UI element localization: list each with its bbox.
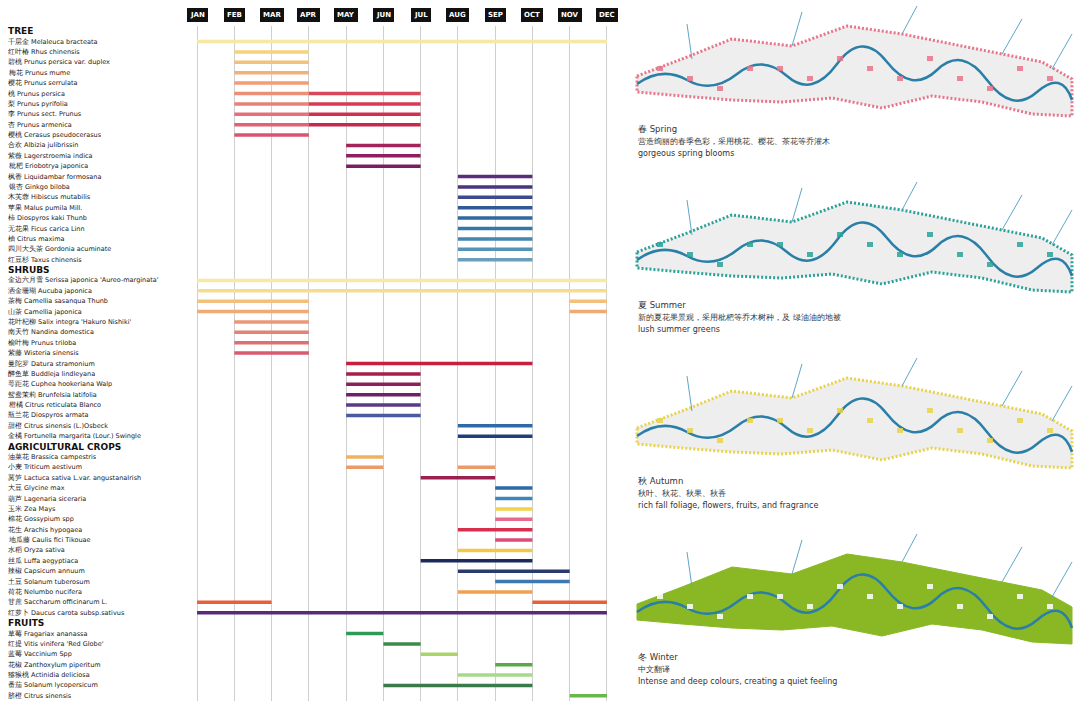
svg-text:银杏 Ginkgo biloba: 银杏 Ginkgo biloba: [8, 183, 70, 191]
svg-text:甘蔗 Saccharum officinarum L.: 甘蔗 Saccharum officinarum L.: [8, 598, 107, 606]
svg-text:JUL: JUL: [414, 11, 428, 19]
svg-text:红萝卜 Daucus carota subsp.sativu: 红萝卜 Daucus carota subsp.sativus: [8, 609, 125, 617]
svg-text:苹果 Malus pumila Mill.: 苹果 Malus pumila Mill.: [8, 204, 82, 212]
svg-text:花生 Arachis hypogaea: 花生 Arachis hypogaea: [8, 526, 82, 534]
svg-text:小麦 Triticum aestivum: 小麦 Triticum aestivum: [8, 463, 82, 471]
svg-text:rich fall foliage, flowers, fr: rich fall foliage, flowers, fruits, and …: [638, 501, 818, 510]
svg-text:土豆 Solanum tuberosum: 土豆 Solanum tuberosum: [8, 578, 90, 586]
svg-text:莴笋 Lactuca sativa L.var. angus: 莴笋 Lactuca sativa L.var. angustanaIrish: [8, 474, 141, 482]
svg-text:紫藤 Wisteria sinensis: 紫藤 Wisteria sinensis: [8, 349, 79, 357]
svg-text:中文翻译: 中文翻译: [638, 665, 670, 674]
svg-text:FRUITS: FRUITS: [8, 618, 44, 628]
svg-text:千层金 Melaleuca bracteata: 千层金 Melaleuca bracteata: [8, 38, 97, 46]
svg-text:木芙蓉 Hibiscus mutabilis: 木芙蓉 Hibiscus mutabilis: [8, 193, 91, 201]
svg-text:MAR: MAR: [263, 11, 281, 19]
svg-text:枇杷 Eriobotrya japonica: 枇杷 Eriobotrya japonica: [8, 162, 88, 170]
svg-text:桃 Prunus persica: 桃 Prunus persica: [8, 90, 65, 98]
svg-text:SHRUBS: SHRUBS: [8, 265, 50, 275]
svg-text:夏 Summer: 夏 Summer: [638, 300, 686, 310]
svg-text:山茶 Camellia japonica: 山茶 Camellia japonica: [8, 308, 82, 316]
svg-text:冬 Winter: 冬 Winter: [638, 652, 678, 662]
svg-text:MAY: MAY: [337, 11, 355, 19]
svg-text:红叶椿 Rhus chinensis: 红叶椿 Rhus chinensis: [8, 48, 80, 56]
svg-text:番茄 Solanum lycopersicum: 番茄 Solanum lycopersicum: [8, 681, 98, 689]
svg-text:花叶杞柳 Salix integra 'Hakuro Nis: 花叶杞柳 Salix integra 'Hakuro Nishiki': [8, 318, 131, 326]
svg-text:玉米 Zea Mays: 玉米 Zea Mays: [8, 505, 56, 513]
svg-text:碧桃 Prunus persica var. duplex: 碧桃 Prunus persica var. duplex: [8, 58, 110, 66]
svg-text:红豆杉 Taxus chinensis: 红豆杉 Taxus chinensis: [8, 256, 82, 264]
svg-text:葫芦 Lagenaria siceraria: 葫芦 Lagenaria siceraria: [8, 495, 86, 503]
svg-text:紫薇 Lagerstroemia indica: 紫薇 Lagerstroemia indica: [8, 152, 93, 160]
svg-text:gorgeous spring blooms: gorgeous spring blooms: [638, 149, 734, 158]
svg-text:榆叶梅 Prunus triloba: 榆叶梅 Prunus triloba: [8, 339, 76, 347]
svg-text:新的夏花果景观，采用枇杷等乔木树种，及 绿油油的地被: 新的夏花果景观，采用枇杷等乔木树种，及 绿油油的地被: [638, 313, 841, 322]
svg-text:合欢 Albizia julibrissin: 合欢 Albizia julibrissin: [8, 141, 78, 149]
svg-text:金边六月雪 Serissa japonica 'Aureo-: 金边六月雪 Serissa japonica 'Aureo-marginata': [8, 276, 159, 284]
svg-text:金橘 Fortunella margarita (Lour.: 金橘 Fortunella margarita (Lour.) Swingle: [8, 432, 141, 440]
svg-text:JUN: JUN: [376, 11, 391, 19]
svg-text:南天竹 Nandina domestica: 南天竹 Nandina domestica: [8, 328, 94, 336]
svg-text:AUG: AUG: [449, 11, 466, 19]
svg-text:NOV: NOV: [561, 11, 579, 19]
svg-text:樱桃 Cerasus pseudocerasus: 樱桃 Cerasus pseudocerasus: [8, 131, 102, 139]
svg-text:猕猴桃 Actinidia deliciosa: 猕猴桃 Actinidia deliciosa: [8, 671, 90, 679]
svg-text:大豆 Glycine max: 大豆 Glycine max: [8, 484, 65, 492]
svg-text:SEP: SEP: [488, 11, 503, 19]
svg-text:梨 Prunus pyrifolia: 梨 Prunus pyrifolia: [8, 100, 68, 108]
svg-text:樱花 Prunus serrulata: 樱花 Prunus serrulata: [8, 79, 77, 87]
svg-text:无花果 Ficus carica Linn: 无花果 Ficus carica Linn: [8, 225, 85, 233]
svg-text:梅花 Prunus mume: 梅花 Prunus mume: [8, 69, 70, 77]
svg-text:鸳鸯茉莉 Brunfelsia latifolia: 鸳鸯茉莉 Brunfelsia latifolia: [8, 391, 97, 399]
svg-text:蓝莓 Vaccinium Spp: 蓝莓 Vaccinium Spp: [8, 650, 72, 658]
svg-text:TREE: TREE: [8, 26, 33, 36]
svg-text:lush summer greens: lush summer greens: [638, 325, 720, 334]
svg-text:DEC: DEC: [599, 11, 615, 19]
svg-text:荷花 Nelumbo nucifera: 荷花 Nelumbo nucifera: [8, 588, 82, 596]
svg-text:柑橘 Citrus reticulata Blanco: 柑橘 Citrus reticulata Blanco: [8, 401, 101, 409]
svg-text:柿 Diospyros kaki Thunb: 柿 Diospyros kaki Thunb: [8, 214, 87, 222]
svg-text:李 Prunus sect. Prunus: 李 Prunus sect. Prunus: [8, 110, 82, 118]
svg-text:FEB: FEB: [227, 11, 242, 19]
svg-text:OCT: OCT: [524, 11, 540, 19]
svg-text:萼距花 Cuphea hookeriana Walp: 萼距花 Cuphea hookeriana Walp: [8, 380, 112, 388]
svg-text:辣椒 Capsicum annuum: 辣椒 Capsicum annuum: [8, 567, 85, 575]
svg-text:曼陀罗 Datura stramonium: 曼陀罗 Datura stramonium: [8, 360, 95, 368]
svg-text:地瓜藤 Caulis fici Tikouae: 地瓜藤 Caulis fici Tikouae: [8, 536, 91, 544]
svg-text:秋叶、秋花、秋果、秋香: 秋叶、秋花、秋果、秋香: [638, 489, 726, 498]
svg-text:甜橙 Citrus sinensis (L.)Osbeck: 甜橙 Citrus sinensis (L.)Osbeck: [8, 422, 108, 430]
svg-text:油菜花 Brassica campestris: 油菜花 Brassica campestris: [8, 453, 97, 461]
svg-text:杏 Prunus armenica: 杏 Prunus armenica: [8, 121, 72, 129]
svg-text:柚 Citrus maxima: 柚 Citrus maxima: [8, 235, 65, 243]
svg-text:枫香 Liquidambar formosana: 枫香 Liquidambar formosana: [8, 173, 101, 181]
svg-text:AGRICULTURAL CROPS: AGRICULTURAL CROPS: [8, 442, 121, 452]
svg-text:水稻 Oryza sativa: 水稻 Oryza sativa: [8, 546, 65, 554]
svg-text:春 Spring: 春 Spring: [638, 124, 677, 134]
svg-text:APR: APR: [300, 11, 317, 19]
svg-text:红提 Vitis vinifera 'Red Globe': 红提 Vitis vinifera 'Red Globe': [8, 640, 104, 648]
svg-text:丝瓜 Luffa aegyptiaca: 丝瓜 Luffa aegyptiaca: [8, 557, 78, 565]
svg-text:JAN: JAN: [190, 11, 205, 19]
svg-text:秋 Autumn: 秋 Autumn: [638, 476, 683, 486]
svg-text:棉花 Gossypium spp: 棉花 Gossypium spp: [8, 515, 74, 523]
svg-text:洒金珊瑚 Aucuba japonica: 洒金珊瑚 Aucuba japonica: [8, 287, 92, 295]
svg-text:Intense and deep colours, crea: Intense and deep colours, creating a qui…: [638, 677, 837, 686]
svg-text:营造绚丽的春季色彩，采用桃花、樱花、茶花等乔灌木: 营造绚丽的春季色彩，采用桃花、樱花、茶花等乔灌木: [638, 137, 830, 146]
svg-text:脐橙 Citrus sinensis: 脐橙 Citrus sinensis: [8, 692, 72, 700]
svg-text:四川大头茶 Gordonia acuminate: 四川大头茶 Gordonia acuminate: [8, 245, 111, 253]
svg-text:瓶兰花 Diospyros armata: 瓶兰花 Diospyros armata: [8, 411, 89, 419]
svg-text:花椒 Zanthoxylum piperitum: 花椒 Zanthoxylum piperitum: [8, 661, 101, 669]
svg-text:茶梅 Camellia sasanqua Thunb: 茶梅 Camellia sasanqua Thunb: [8, 297, 108, 305]
svg-text:草莓 Fragariax ananassa: 草莓 Fragariax ananassa: [8, 630, 87, 638]
svg-text:醉鱼草 Buddleja lindleyana: 醉鱼草 Buddleja lindleyana: [8, 370, 95, 378]
